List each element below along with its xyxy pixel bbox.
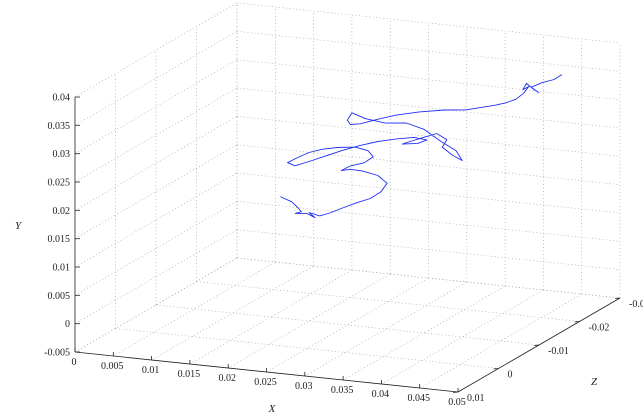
trajectory-layer	[280, 74, 563, 219]
z-tick-mark	[493, 368, 499, 370]
z-tick-label: 0	[508, 370, 513, 381]
x-tick-label: 0.005	[101, 361, 124, 372]
grid-line-back-y	[236, 201, 621, 242]
y-tick-label: 0.04	[53, 93, 71, 104]
x-tick-label: 0.01	[142, 365, 160, 376]
x-tick-label: 0.05	[448, 397, 466, 408]
grid-line-back-y	[236, 172, 621, 214]
y-tick-label: 0.025	[48, 178, 71, 189]
z-tick-label: -0.01	[548, 346, 569, 357]
grid-line-back-y	[236, 31, 621, 72]
z-tick-label: 0.01	[467, 393, 485, 404]
y-tick-label: 0.03	[53, 149, 71, 160]
x-tick-label: 0.045	[407, 393, 430, 404]
x-tick-label: 0	[72, 357, 77, 368]
grid-line-floor-z	[115, 328, 499, 369]
grid-line-floor-z	[196, 281, 580, 322]
z-tick-label: -0.02	[589, 323, 610, 334]
x-tick-label: 0.015	[178, 369, 201, 380]
axis-lines	[74, 96, 621, 393]
grid-line-back-y	[236, 144, 621, 185]
tick-labels: 0 0.005 0.01 0.015 0.02 0.025 0.03 0.035 0.04 0.0…	[44, 93, 643, 409]
grid-line-floor-z	[155, 304, 540, 346]
y-tick-label: 0	[65, 319, 70, 330]
z-axis-label: Z	[591, 376, 598, 388]
x-tick-label: 0.03	[295, 381, 313, 392]
y-tick-label: 0.015	[48, 234, 71, 245]
z-tick-label: -0.03	[629, 299, 643, 310]
y-tick-label: 0.005	[48, 291, 71, 302]
grid-lines	[74, 2, 621, 393]
z-tick-mark	[452, 391, 459, 393]
x-axis-label: X	[268, 403, 277, 415]
grid-line-side-y	[74, 31, 238, 126]
y-tick-label: -0.005	[44, 348, 70, 359]
y-tick-label: 0.02	[53, 206, 71, 217]
grid-line-back-y	[236, 59, 621, 100]
grid-line-back-y	[236, 87, 621, 129]
y-tick-label: 0.035	[48, 121, 71, 132]
x-tick-label: 0.025	[254, 377, 277, 388]
y-axis-label: Y	[15, 220, 23, 232]
grid-line-back-y	[236, 229, 621, 270]
z-tick-mark	[533, 344, 540, 346]
y-tick-label: 0.01	[53, 263, 71, 274]
z-tick-mark	[574, 321, 580, 323]
grid-line-side-y	[74, 144, 238, 239]
x-tick-label: 0.02	[218, 373, 236, 384]
trajectory-line-0	[280, 74, 563, 219]
z-tick-mark	[614, 297, 621, 299]
grid-line-side-y	[74, 2, 238, 98]
grid-line-back-y	[236, 2, 621, 44]
grid-line-floor-z	[236, 257, 621, 299]
x-tick-label: 0.035	[331, 385, 354, 396]
x-tick-label: 0.04	[372, 389, 390, 400]
